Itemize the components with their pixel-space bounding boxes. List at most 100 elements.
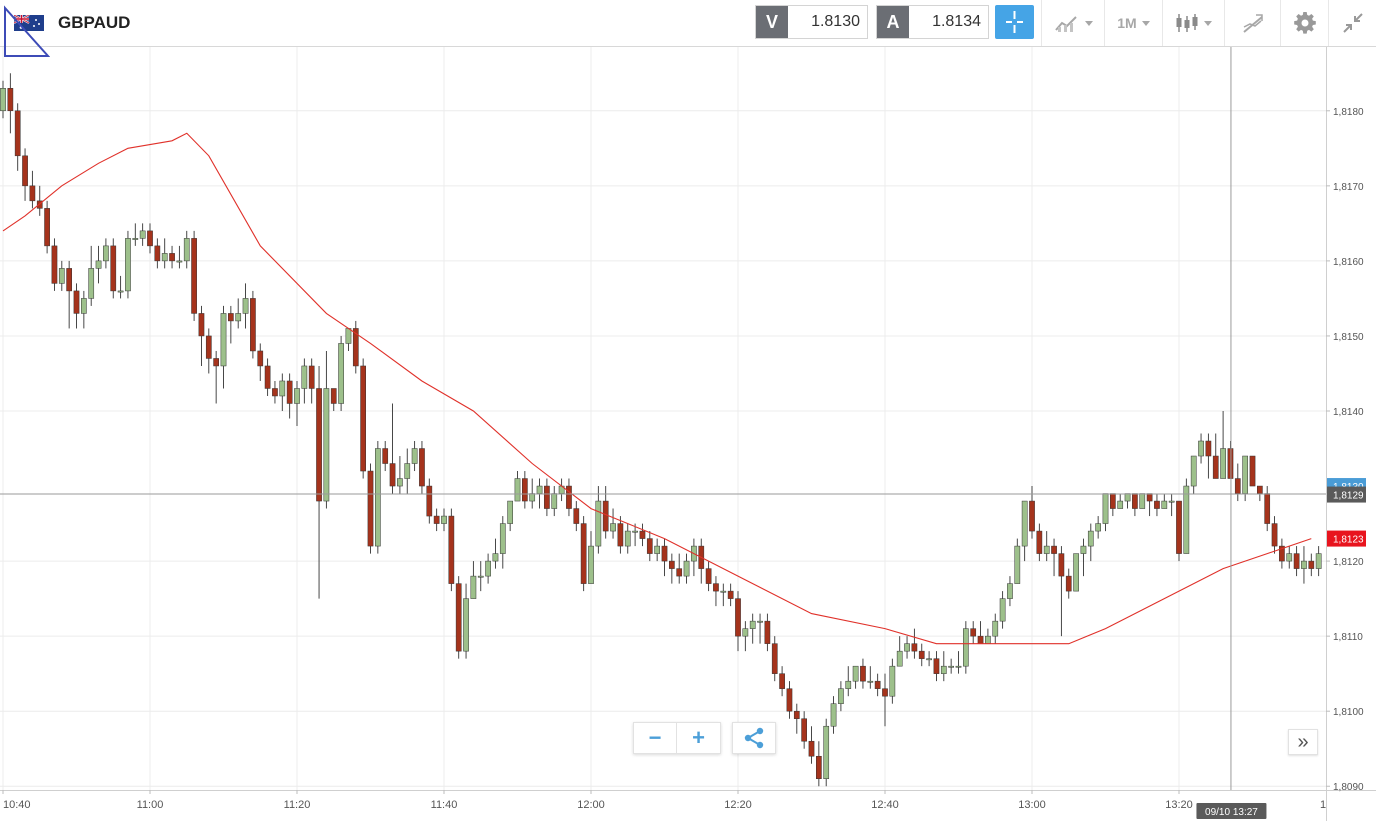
candle — [646, 531, 653, 562]
candle-body — [933, 658, 940, 674]
candle-body — [73, 290, 80, 314]
candle — [580, 516, 587, 592]
crosshair-button[interactable] — [995, 5, 1034, 39]
candle — [669, 553, 675, 584]
candle-body — [1279, 545, 1285, 562]
chevron-down-icon — [1141, 20, 1150, 26]
candle — [191, 230, 197, 321]
candle — [375, 441, 381, 554]
candle — [1161, 493, 1168, 509]
sell-price-button[interactable]: V 1.8130 — [755, 5, 868, 39]
candle-body — [808, 740, 815, 757]
zoom-out-button[interactable]: − — [634, 723, 678, 753]
candle — [250, 290, 256, 359]
candle-body — [852, 665, 859, 682]
candle — [220, 305, 227, 389]
candle — [360, 358, 366, 479]
candle-body — [867, 680, 874, 683]
candle — [1087, 523, 1094, 562]
candle — [573, 501, 580, 532]
chart-type-button[interactable] — [1162, 0, 1224, 46]
y-axis-labels: 1,8180 1,8170 1,8160 1,8150 1,8140 1,8120 1,81… — [1326, 107, 1364, 793]
candle-body — [463, 598, 469, 652]
candle — [926, 651, 932, 667]
candle-body — [1176, 500, 1182, 554]
candle — [544, 478, 550, 517]
x-tick-label: 11:00 — [137, 799, 164, 811]
candle — [1036, 523, 1043, 562]
candle — [308, 358, 315, 404]
candle — [73, 283, 80, 329]
candle-body — [1102, 493, 1109, 524]
candle — [977, 621, 984, 644]
candle — [838, 681, 844, 712]
candle-body — [1190, 455, 1197, 487]
candle-body — [1183, 485, 1190, 554]
candle-body — [183, 238, 190, 262]
candle-body — [36, 200, 43, 209]
candle — [566, 478, 572, 517]
zoom-in-button[interactable]: + — [692, 725, 705, 750]
candle-body — [654, 545, 660, 554]
indicators-button[interactable] — [1041, 0, 1104, 46]
candle — [470, 561, 477, 599]
candle-body — [595, 500, 602, 547]
candle — [1183, 478, 1190, 554]
candle-body — [544, 485, 550, 509]
candle — [169, 245, 175, 269]
candle — [1043, 531, 1050, 562]
y-tick-label: 1,8110 — [1333, 632, 1363, 643]
candle-body — [198, 313, 205, 337]
x-tick-label: 13:20 — [1165, 799, 1193, 811]
price-chart[interactable]: 10:40 11:00 11:20 11:40 12:00 12:20 12:40 13:00… — [0, 47, 1376, 821]
candle-body — [838, 688, 844, 704]
candle — [940, 651, 947, 682]
candle — [1308, 553, 1315, 577]
candle-body — [14, 110, 21, 157]
candle-body — [823, 725, 830, 779]
timeframe-selector[interactable]: 1M — [1104, 0, 1162, 46]
candle-body — [161, 253, 168, 262]
candle — [860, 658, 866, 689]
candle — [816, 741, 822, 787]
scroll-to-latest-button[interactable]: » — [1288, 729, 1318, 755]
candle — [323, 350, 330, 509]
collapse-button[interactable] — [1328, 0, 1376, 46]
candle-body — [1014, 545, 1021, 584]
candle-body — [985, 635, 991, 644]
candle-body — [191, 238, 197, 314]
candle — [918, 643, 925, 667]
collapse-icon — [1342, 13, 1363, 33]
x-tick-label: 11:40 — [431, 799, 458, 811]
candle — [1190, 455, 1197, 494]
candle — [183, 230, 190, 269]
candle-body — [169, 253, 175, 262]
candle-body — [926, 658, 932, 661]
candle-body — [110, 245, 117, 292]
candle-body — [602, 500, 609, 532]
buy-price-button[interactable]: A 1.8134 — [876, 5, 989, 39]
candle-body — [610, 523, 616, 532]
candle-body — [1242, 455, 1249, 494]
candle-body — [1110, 493, 1116, 509]
settings-button[interactable] — [1280, 0, 1328, 46]
candle-body — [441, 515, 447, 524]
x-axis-labels: 10:40 11:00 11:20 11:40 12:00 12:20 12:40 13:00… — [2, 790, 1326, 811]
candle — [698, 538, 705, 584]
share-button[interactable] — [732, 722, 776, 754]
candle — [1021, 500, 1028, 562]
candle — [639, 523, 646, 547]
drawing-tools-button[interactable] — [1224, 0, 1280, 46]
candle-body — [448, 515, 455, 584]
candle-body — [264, 365, 271, 389]
candle-body — [896, 650, 903, 667]
candle-body — [940, 665, 947, 674]
symbol-name: GBPAUD — [58, 13, 131, 32]
candle — [352, 320, 359, 374]
candle — [992, 613, 999, 644]
candle-body — [301, 365, 308, 389]
candle-body — [1036, 530, 1043, 554]
candle-body — [1073, 553, 1079, 592]
candle-body — [889, 665, 896, 697]
candle-body — [81, 298, 87, 314]
